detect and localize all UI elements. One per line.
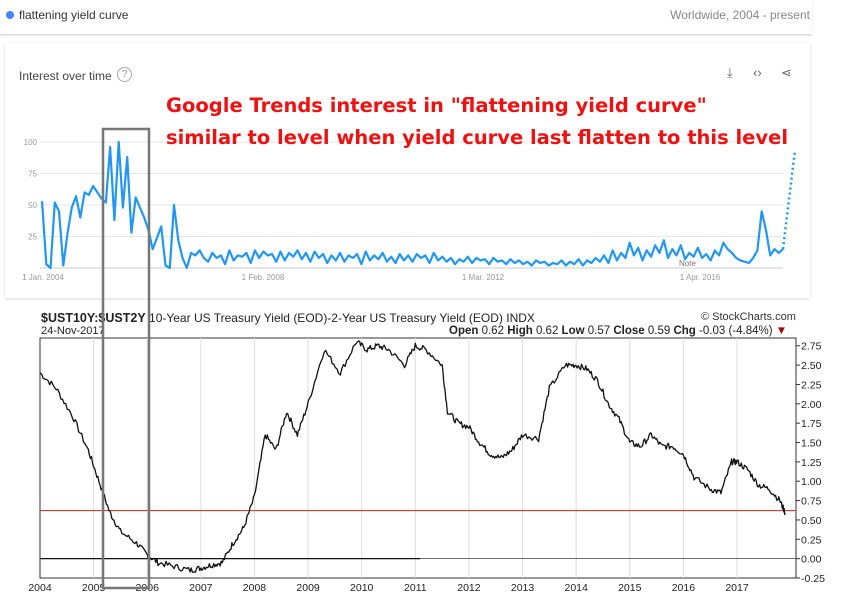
low-value: 0.57 xyxy=(587,325,611,337)
yield-ytick-7: 1.50 xyxy=(801,438,822,450)
yield-ytick-0: -0.25 xyxy=(801,573,825,585)
yield-xtick-2005: 2005 xyxy=(82,582,106,594)
annotation-line-1: Google Trends interest in "flattening yi… xyxy=(166,94,707,117)
embed-icon[interactable]: ‹› xyxy=(753,65,762,80)
yield-ytick-9: 2.00 xyxy=(801,399,822,411)
trends-xlabel-2: 1 Mar. 2012 xyxy=(462,273,505,282)
download-icon[interactable]: ⤓ xyxy=(727,65,733,80)
yield-ytick-12: 2.75 xyxy=(801,341,822,353)
yield-ytick-2: 0.25 xyxy=(801,534,822,546)
down-triangle-icon: ▼ xyxy=(775,325,788,337)
search-term-dot-icon xyxy=(6,11,14,19)
ohlc-readout: Open 0.62 High 0.62 Low 0.57 Close 0.59 … xyxy=(449,325,787,337)
yield-ytick-6: 1.25 xyxy=(801,457,822,469)
trends-header: flattening yield curve Worldwide, 2004 -… xyxy=(0,0,812,35)
highlight-box xyxy=(101,127,151,590)
high-value: 0.62 xyxy=(535,325,559,337)
trends-ytick-0: 25 xyxy=(28,233,37,242)
annotation-line-2: similar to level when yield curve last f… xyxy=(166,126,789,149)
yield-ytick-5: 1.00 xyxy=(801,476,822,488)
trends-projection-dotted xyxy=(781,149,797,250)
trends-xlabel-3: 1 Apr. 2016 xyxy=(680,273,721,282)
yield-ytick-8: 1.75 xyxy=(801,418,822,430)
help-icon[interactable]: ? xyxy=(117,67,132,82)
trends-xlabel-0: 1 Jan. 2004 xyxy=(22,273,64,282)
chg-label: Chg xyxy=(673,325,696,337)
close-value: 0.59 xyxy=(647,325,671,337)
trends-ytick-2: 75 xyxy=(28,170,37,179)
yield-series-line xyxy=(39,340,786,574)
trends-series-line xyxy=(40,140,784,270)
trends-chart: 25 50 75 100 1 Jan. 2004 1 Feb. 2008 1 Mar. 20… xyxy=(22,138,797,282)
chg-value: -0.03 (-4.84%) xyxy=(699,325,773,337)
yield-xtick-2009: 2009 xyxy=(296,582,320,594)
yield-xtick-2004: 2004 xyxy=(28,582,52,594)
trends-xlabel-1: 1 Feb. 2008 xyxy=(242,273,285,282)
share-icon[interactable]: ⋖ xyxy=(781,65,792,80)
yield-xtick-2011: 2011 xyxy=(404,582,427,594)
high-label: High xyxy=(507,325,533,337)
yield-ytick-1: 0.00 xyxy=(801,554,822,566)
low-label: Low xyxy=(561,325,585,337)
region-filter[interactable]: Worldwide, 2004 - present xyxy=(670,8,810,22)
trends-ytick-3: 100 xyxy=(24,138,38,147)
yield-xtick-2010: 2010 xyxy=(350,582,374,594)
yield-plot-frame xyxy=(39,337,797,579)
trends-note: Note xyxy=(679,259,696,268)
yield-ytick-4: 0.75 xyxy=(801,496,822,508)
yield-ytick-10: 2.25 xyxy=(801,379,822,391)
yield-chart-subtitle: 10-Year US Treasury Yield (EOD)-2-Year U… xyxy=(149,311,535,325)
yield-xtick-2013: 2013 xyxy=(511,582,535,594)
open-label: Open xyxy=(449,325,479,337)
card-title: Interest over time xyxy=(19,69,112,83)
yield-xtick-2016: 2016 xyxy=(672,582,696,594)
stockcharts-brand: © StockCharts.com xyxy=(701,311,796,323)
open-value: 0.62 xyxy=(481,325,504,337)
yield-chart-date: 24-Nov-2017 xyxy=(41,325,105,337)
close-label: Close xyxy=(613,325,645,337)
yield-xtick-2014: 2014 xyxy=(564,582,588,594)
yield-xtick-2017: 2017 xyxy=(725,582,749,594)
yield-chart-header: $UST10Y:$UST2Y 10-Year US Treasury Yield… xyxy=(41,311,535,325)
yield-xtick-2008: 2008 xyxy=(243,582,267,594)
search-term[interactable]: flattening yield curve xyxy=(19,8,129,22)
yield-xtick-2012: 2012 xyxy=(457,582,481,594)
yield-chart-symbol: $UST10Y:$UST2Y xyxy=(41,311,146,325)
yield-xtick-2015: 2015 xyxy=(618,582,642,594)
yield-ytick-11: 2.50 xyxy=(801,360,822,372)
yield-ytick-3: 0.50 xyxy=(801,515,822,527)
trends-ytick-1: 50 xyxy=(28,201,37,210)
yield-xtick-2007: 2007 xyxy=(189,582,213,594)
